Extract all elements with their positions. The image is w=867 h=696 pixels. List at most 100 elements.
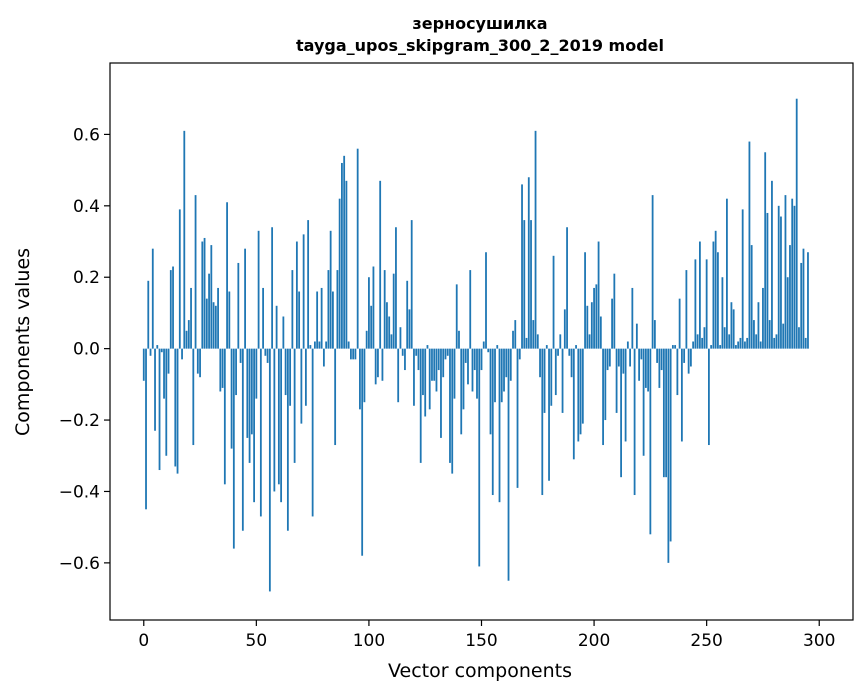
bar — [219, 348, 222, 392]
bar — [383, 270, 386, 349]
bar — [541, 348, 544, 496]
bar — [257, 230, 260, 349]
bar — [590, 302, 593, 349]
bar — [611, 298, 613, 349]
bar — [626, 341, 629, 349]
bar — [719, 345, 722, 349]
bar — [147, 280, 150, 349]
bar — [199, 348, 201, 378]
bar — [750, 245, 753, 349]
chart-subtitle: tayga_upos_skipgram_300_2_2019 model — [296, 36, 664, 55]
x-axis-ticks: 0 50 100 150 200 250 300 — [138, 620, 835, 651]
bar — [320, 287, 323, 349]
bar — [527, 177, 530, 349]
bar — [458, 330, 460, 349]
bar — [343, 155, 346, 349]
bar — [422, 348, 424, 396]
y-tick-label: −0.6 — [59, 554, 100, 574]
bar — [190, 287, 192, 349]
bar — [176, 348, 179, 474]
bar — [318, 341, 321, 349]
bar — [386, 302, 388, 349]
bar — [485, 252, 487, 349]
bar — [289, 348, 292, 406]
bar — [487, 348, 490, 353]
bar — [167, 348, 170, 374]
bar — [478, 348, 481, 567]
bar — [264, 348, 267, 356]
bar — [692, 341, 695, 349]
bar — [597, 241, 600, 349]
bar — [151, 248, 154, 349]
bar — [620, 348, 622, 478]
bar — [759, 341, 762, 349]
bar — [196, 348, 199, 374]
bar — [599, 316, 602, 349]
bar — [248, 348, 251, 463]
bar — [696, 334, 699, 349]
bar — [223, 348, 226, 485]
bar — [744, 341, 746, 349]
bar — [462, 348, 465, 410]
bar — [165, 348, 168, 456]
y-tick-label: 0.4 — [73, 197, 100, 217]
bar — [651, 195, 654, 349]
bar — [473, 348, 476, 371]
bar — [453, 348, 456, 399]
bar — [784, 195, 787, 349]
bar — [372, 266, 375, 349]
bar — [712, 241, 715, 349]
bar — [178, 209, 181, 349]
bar — [608, 348, 611, 367]
bar — [741, 209, 744, 349]
bar — [255, 348, 258, 399]
bar — [203, 237, 206, 349]
y-tick-label: 0.0 — [73, 340, 100, 360]
x-tick-label: 300 — [803, 631, 835, 651]
bar — [701, 337, 704, 349]
bar — [437, 348, 440, 371]
bar — [518, 348, 521, 360]
bar — [737, 341, 740, 349]
bar — [440, 348, 442, 438]
bar — [723, 327, 726, 349]
bar — [277, 348, 280, 485]
bar — [559, 334, 562, 349]
bar — [532, 320, 535, 349]
bar — [523, 220, 526, 349]
bar — [602, 348, 604, 446]
bar — [327, 270, 330, 349]
bar — [232, 348, 235, 549]
bar — [304, 348, 307, 406]
bar — [640, 348, 643, 360]
bar — [496, 345, 499, 349]
bar — [539, 348, 541, 378]
bar — [671, 345, 674, 349]
bar — [622, 348, 625, 374]
bar — [214, 305, 217, 349]
bar — [390, 334, 393, 349]
bar — [210, 245, 213, 349]
bar — [451, 348, 454, 474]
bar — [239, 348, 242, 363]
bar — [554, 348, 557, 396]
bar — [354, 348, 357, 360]
bar — [595, 284, 598, 349]
y-axis-label: Components values — [12, 248, 34, 436]
bar — [732, 309, 735, 349]
bar — [633, 348, 636, 496]
bar — [710, 345, 713, 349]
bar — [489, 348, 492, 435]
bar — [183, 130, 186, 349]
bar — [156, 345, 159, 349]
bar — [802, 248, 805, 349]
bar — [680, 348, 683, 442]
bar — [721, 277, 724, 349]
bar — [347, 341, 350, 349]
bar — [345, 180, 348, 349]
bar — [491, 348, 494, 496]
bar — [406, 280, 409, 349]
bar — [399, 327, 402, 349]
bar — [341, 162, 343, 349]
